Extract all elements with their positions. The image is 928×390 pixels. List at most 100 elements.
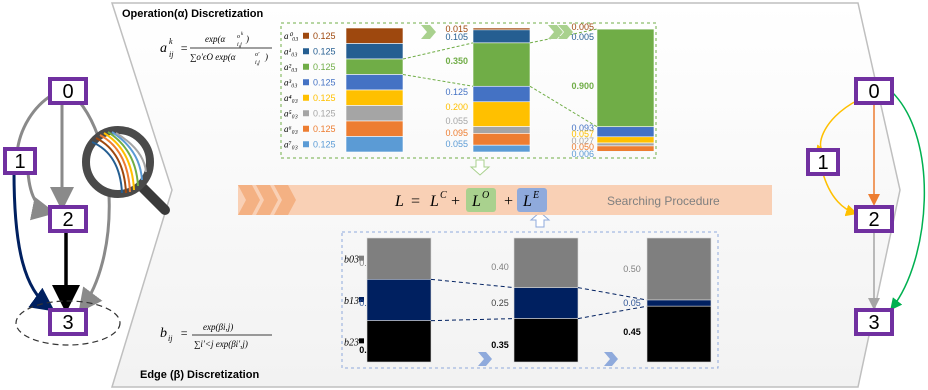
beta-bar1-segment-2 <box>366 320 432 363</box>
alpha-bar1-segment-2 <box>345 58 404 75</box>
alpha-bar3-segment-2 <box>596 28 655 128</box>
alpha-bar1-segment-7 <box>345 136 404 153</box>
beta-bar3-segment-1 <box>646 299 712 307</box>
beta-bar2-segment-1 <box>513 287 579 319</box>
edge-up-arrow <box>529 211 551 228</box>
left-node-3 <box>48 308 88 336</box>
alpha-legend: a⁰₀₃ 0.125 a¹₀₃ 0.125 a²₀₃ 0.125 a³₀₃ 0.125 a⁴₀₃… <box>284 22 594 159</box>
alpha-bar2-value-6: 0.095 <box>445 128 468 138</box>
alpha-conn-2a <box>529 28 598 44</box>
svg-text:ij: ij <box>168 334 173 343</box>
svg-text:o: o <box>237 34 240 40</box>
alpha-bar1-value-7: 0.125 <box>313 139 336 149</box>
alpha-bar2-segment-3 <box>472 85 531 103</box>
left-node-3-label: 3 <box>62 312 73 334</box>
beta-bar2-value-1: 0.25 <box>491 298 509 308</box>
alpha-bar3-value-7: 0.006 <box>571 149 594 159</box>
alpha-bar1-value-0: 0.125 <box>313 31 336 41</box>
alpha-bar3-segment-5 <box>596 142 655 147</box>
alpha-chevron-2 <box>548 25 563 39</box>
right-node-0 <box>854 77 894 105</box>
beta-bar2-value-2: 0.35 <box>491 340 509 350</box>
alpha-bar1-segment-1 <box>345 43 404 60</box>
right-node-2-label: 2 <box>868 209 879 231</box>
alpha-bar2-value-3: 0.125 <box>445 87 468 97</box>
alpha-bar3-segment-7 <box>596 151 655 153</box>
alpha-legend-label-7: a⁷₀₃ <box>284 139 298 149</box>
alpha-conn-1b <box>402 74 474 87</box>
alpha-legend-label-2: a²₀₃ <box>284 62 297 72</box>
alpha-bar1-value-4: 0.125 <box>313 93 336 103</box>
right-edge-1-2 <box>821 169 858 217</box>
right-edge-0-3 <box>890 91 925 311</box>
alpha-bar3-value-3: 0.093 <box>571 123 594 133</box>
left-node-2-label: 2 <box>62 209 73 231</box>
alpha-legend-swatch-7 <box>303 141 309 148</box>
beta-conn-2a <box>577 287 648 301</box>
svg-text:E: E <box>532 190 539 201</box>
beta-legend-swatch-2 <box>359 338 364 344</box>
beta-bar3-segment-0 <box>646 237 712 301</box>
alpha-bar2-value-1: 0.105 <box>445 32 468 42</box>
alpha-bar1-segment-5 <box>345 105 404 122</box>
alpha-formula-numerator: exp(α <box>205 34 225 44</box>
beta-bar1-segment-1 <box>366 279 432 321</box>
alpha-bar2-segment-5 <box>472 126 531 134</box>
alpha-bar1-value-5: 0.125 <box>313 108 336 118</box>
right-node-1-label: 1 <box>817 152 828 174</box>
alpha-chevron-1 <box>421 25 436 39</box>
left-node-1-label: 1 <box>14 151 25 173</box>
alpha-bar1-segment-6 <box>345 120 404 137</box>
left-node-2 <box>48 205 88 233</box>
searching-procedure-label: Searching Procedure <box>607 194 720 208</box>
alpha-conn-2b <box>529 85 598 128</box>
svg-text:=: = <box>410 193 421 210</box>
alpha-legend-label-1: a¹₀₃ <box>284 46 297 56</box>
beta-bar3-value-2: 0.45 <box>623 327 641 337</box>
alpha-bar3-value-0: 0.005 <box>571 22 594 32</box>
svg-text:L: L <box>429 193 439 210</box>
alpha-legend-swatch-0 <box>303 32 309 39</box>
beta-connectors <box>430 278 648 322</box>
svg-text:ij: ij <box>169 50 174 59</box>
svg-text:=: = <box>180 41 188 55</box>
left-node-0 <box>48 77 88 105</box>
alpha-bar2-segment-1 <box>472 29 531 44</box>
alpha-bar2-segment-7 <box>472 144 531 153</box>
alpha-bar3-value-6: 0.050 <box>571 142 594 152</box>
alpha-legend-swatch-4 <box>303 94 309 101</box>
beta-chevron-1 <box>478 352 492 366</box>
alpha-formula-lhs: a <box>160 41 167 56</box>
operation-title: Operation(α) Discretization <box>122 8 264 20</box>
alpha-bar3-value-2: 0.900 <box>571 81 594 91</box>
focus-ellipse <box>15 300 121 346</box>
loss-band <box>238 185 772 215</box>
right-node-2 <box>854 205 894 233</box>
band-chevron-2 <box>256 185 278 215</box>
svg-text:i,j: i,j <box>237 42 242 48</box>
beta-bar2-segment-0 <box>513 237 579 288</box>
right-node-3-label: 3 <box>868 312 879 334</box>
svg-text:o′: o′ <box>255 52 260 58</box>
alpha-down-arrow <box>469 159 491 176</box>
beta-bar2-value-0: 0.40 <box>491 262 509 272</box>
svg-text:k: k <box>241 32 244 37</box>
alpha-bar3-segment-6 <box>596 145 655 152</box>
svg-text:): ) <box>245 34 249 44</box>
alpha-bar2-segment-4 <box>472 101 531 127</box>
alpha-bar2-value-7: 0.055 <box>445 139 468 149</box>
beta-panel <box>341 231 719 369</box>
edge-1-2 <box>26 171 56 221</box>
alpha-formula-denominator: ∑o′ϵO exp(α <box>190 52 236 62</box>
alpha-bars <box>345 27 655 153</box>
beta-bar3-value-0: 0.50 <box>623 264 641 274</box>
svg-text:i,j: i,j <box>255 60 260 66</box>
beta-formula-lhs: b <box>160 326 167 341</box>
band-chevron-1 <box>238 185 260 215</box>
beta-formula: b ij = exp(βi,j) ∑i′<j exp(βi′,j) <box>160 322 272 349</box>
alpha-bar1-segment-3 <box>345 74 404 91</box>
alpha-bar2-value-2: 0.350 <box>445 56 468 66</box>
